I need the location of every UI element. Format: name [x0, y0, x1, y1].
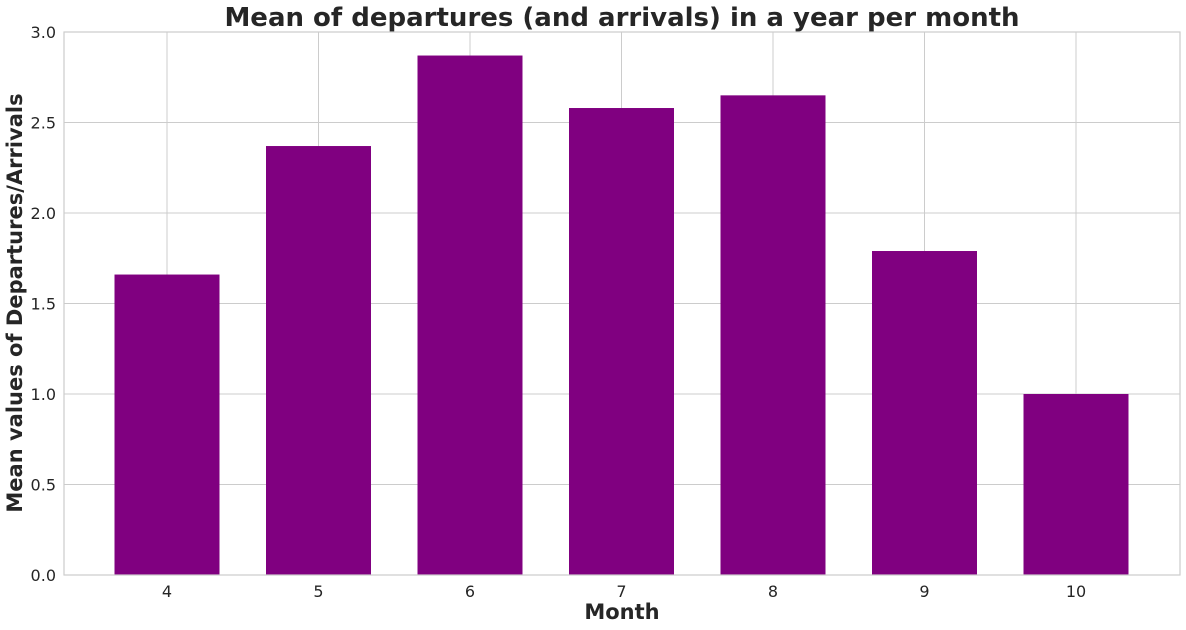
bar-month-9: [872, 251, 977, 575]
y-tick-label: 3.0: [31, 23, 56, 42]
x-tick-label: 8: [768, 582, 778, 601]
chart-title: Mean of departures (and arrivals) in a y…: [224, 3, 1019, 33]
y-tick-label: 1.0: [31, 385, 56, 404]
bar-month-10: [1023, 394, 1129, 575]
bar-month-6: [417, 55, 523, 575]
y-tick-label: 0.0: [31, 566, 56, 585]
plot-frame: [63, 31, 1181, 576]
x-tick-labels: 4 5 6 7 8 9 10: [162, 582, 1086, 601]
x-tick-label: 6: [465, 582, 475, 601]
x-axis-label: Month: [584, 600, 659, 624]
y-tick-label: 1.5: [31, 295, 56, 314]
bar-month-8: [720, 95, 826, 575]
y-tick-label: 0.5: [31, 476, 56, 495]
bars: [114, 55, 1129, 576]
y-tick-label: 2.0: [31, 204, 56, 223]
x-tick-label: 5: [313, 582, 323, 601]
x-tick-label: 4: [162, 582, 172, 601]
y-tick-label: 2.5: [31, 114, 56, 133]
y-tick-labels: 0.0 0.5 1.0 1.5 2.0 2.5 3.0: [31, 23, 56, 585]
bar-month-4: [114, 274, 220, 575]
bar-month-5: [266, 146, 371, 575]
x-tick-label: 7: [616, 582, 626, 601]
x-tick-label: 9: [919, 582, 929, 601]
y-axis-label: Mean values of Departures/Arrivals: [3, 93, 27, 512]
x-tick-label: 10: [1066, 582, 1086, 601]
bar-month-7: [569, 108, 674, 576]
